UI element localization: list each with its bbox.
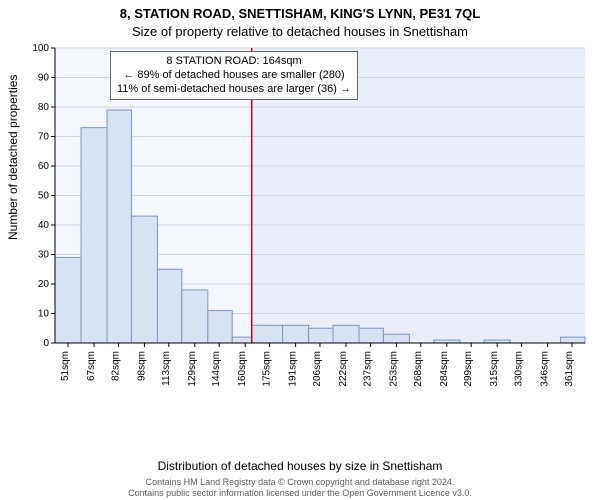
x-axis-label: Distribution of detached houses by size …	[0, 459, 600, 473]
x-tick-label: 129sqm	[187, 351, 198, 387]
histogram-bar	[208, 311, 232, 343]
x-tick-label: 160sqm	[237, 351, 248, 387]
y-tick-label: 0	[43, 338, 49, 349]
x-tick-label: 346sqm	[540, 351, 551, 387]
y-tick-label: 50	[38, 191, 50, 202]
histogram-bar	[383, 334, 409, 343]
x-tick-label: 284sqm	[439, 351, 450, 387]
histogram-bar	[157, 269, 181, 343]
x-tick-label: 175sqm	[262, 351, 273, 387]
x-tick-label: 330sqm	[514, 351, 525, 387]
y-tick-label: 20	[38, 279, 50, 290]
y-axis-label: Number of detached properties	[6, 75, 20, 240]
y-tick-label: 90	[38, 73, 50, 84]
y-tick-label: 60	[38, 161, 50, 172]
x-tick-label: 67sqm	[86, 351, 97, 381]
x-tick-label: 82sqm	[110, 351, 121, 381]
y-tick-label: 100	[32, 43, 49, 54]
footer-credits: Contains HM Land Registry data © Crown c…	[0, 477, 600, 498]
x-tick-label: 98sqm	[136, 351, 147, 381]
x-tick-label: 253sqm	[388, 351, 399, 387]
histogram-bar	[333, 325, 359, 343]
histogram-bar	[252, 325, 283, 343]
page-subtitle: Size of property relative to detached ho…	[0, 24, 600, 39]
x-tick-label: 237sqm	[362, 351, 373, 387]
histogram-bar	[359, 328, 383, 343]
histogram-bar	[309, 328, 333, 343]
info-box: 8 STATION ROAD: 164sqm ← 89% of detached…	[110, 51, 358, 100]
x-tick-label: 144sqm	[211, 351, 222, 387]
histogram-bar	[81, 128, 107, 343]
y-tick-label: 80	[38, 102, 50, 113]
x-tick-label: 191sqm	[288, 351, 299, 387]
y-tick-label: 70	[38, 132, 50, 143]
x-tick-label: 315sqm	[489, 351, 500, 387]
footer-line-2: Contains public sector information licen…	[128, 488, 472, 498]
y-tick-label: 40	[38, 220, 50, 231]
histogram-bar	[131, 216, 157, 343]
histogram-bar	[561, 337, 585, 343]
x-tick-label: 206sqm	[312, 351, 323, 387]
histogram-plot: 010203040506070809010051sqm67sqm82sqm98s…	[55, 48, 585, 398]
histogram-bar	[107, 110, 131, 343]
info-line-1: 8 STATION ROAD: 164sqm	[117, 55, 351, 69]
x-tick-label: 268sqm	[413, 351, 424, 387]
footer-line-1: Contains HM Land Registry data © Crown c…	[146, 477, 455, 487]
x-tick-label: 361sqm	[564, 351, 575, 387]
y-tick-label: 10	[38, 309, 50, 320]
page-title: 8, STATION ROAD, SNETTISHAM, KING'S LYNN…	[0, 6, 600, 21]
y-tick-label: 30	[38, 250, 50, 261]
histogram-bar	[182, 290, 208, 343]
x-tick-label: 113sqm	[161, 351, 172, 386]
x-tick-label: 51sqm	[60, 351, 71, 381]
chart-svg: 010203040506070809010051sqm67sqm82sqm98s…	[55, 48, 585, 398]
histogram-bar	[55, 257, 81, 343]
histogram-bar	[283, 325, 309, 343]
histogram-bar	[232, 337, 252, 343]
info-line-2: ← 89% of detached houses are smaller (28…	[117, 69, 351, 83]
info-line-3: 11% of semi-detached houses are larger (…	[117, 83, 351, 97]
x-tick-label: 299sqm	[463, 351, 474, 387]
x-tick-label: 222sqm	[338, 351, 349, 387]
